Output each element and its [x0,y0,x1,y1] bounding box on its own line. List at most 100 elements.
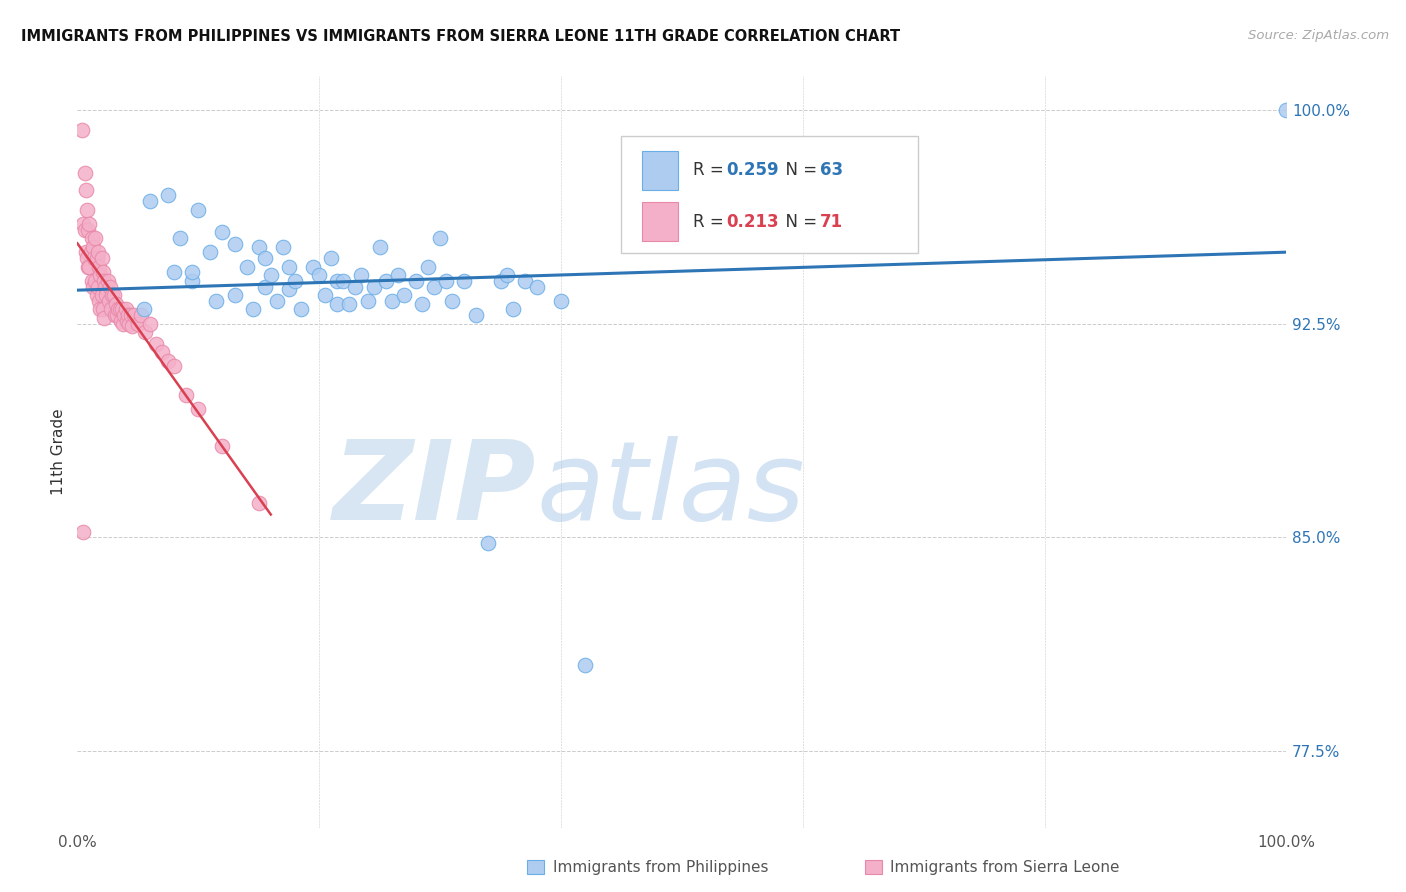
Point [101,288,124,302]
Text: R =: R = [693,212,728,230]
Point [84,231,107,245]
Point [332,274,354,288]
FancyBboxPatch shape [643,202,678,241]
Point [247,496,270,510]
Point [187,202,209,217]
Point [94,279,117,293]
Point [87,245,110,260]
Point [89,268,111,283]
Point [70,123,93,137]
Point [411,296,433,310]
Point [139,194,162,209]
Point [73,222,96,236]
Point [187,402,209,417]
Point [477,536,499,550]
Point [80,231,103,245]
Point [374,274,396,288]
Point [157,353,180,368]
Point [169,231,191,245]
Point [96,274,118,288]
Point [405,274,427,288]
Point [247,240,270,254]
Text: Immigrants from Sierra Leone: Immigrants from Sierra Leone [890,860,1119,874]
Point [876,211,898,226]
Point [284,274,307,288]
Point [108,302,131,317]
Point [489,274,512,288]
Point [852,194,875,209]
Point [76,202,98,217]
Point [266,293,288,308]
Point [90,288,112,302]
Point [278,282,301,296]
Point [339,296,360,310]
Text: Immigrants from Philippines: Immigrants from Philippines [553,860,768,874]
Point [200,245,222,260]
Point [73,166,96,180]
Point [75,245,97,260]
Point [326,274,349,288]
Text: N =: N = [775,212,823,230]
Point [104,308,127,322]
Point [134,325,156,339]
Point [97,293,120,308]
Point [80,274,103,288]
Point [87,279,110,293]
Point [122,308,145,322]
Point [114,308,136,322]
Point [91,265,114,279]
Point [103,288,125,302]
Text: atlas: atlas [537,436,806,543]
Point [205,293,228,308]
Point [513,274,536,288]
Point [127,317,149,331]
Point [344,279,367,293]
Point [326,296,349,310]
Point [118,317,141,331]
Point [392,288,415,302]
Point [181,265,204,279]
Point [131,308,153,322]
Point [120,308,142,322]
Point [381,293,404,308]
Point [163,265,186,279]
Point [107,302,129,317]
Point [90,251,112,265]
Point [132,302,155,317]
Point [387,268,409,283]
Point [253,279,276,293]
Point [105,308,128,322]
Point [110,314,132,328]
Text: R =: R = [693,161,728,179]
Point [356,293,378,308]
Point [105,296,128,310]
Point [112,317,135,331]
Text: N =: N = [775,161,823,179]
Point [82,279,104,293]
Point [308,268,330,283]
Point [350,268,373,283]
FancyBboxPatch shape [643,151,678,190]
Point [271,240,294,254]
Point [82,240,104,254]
Point [441,293,464,308]
Point [84,274,107,288]
Point [321,251,343,265]
Point [181,274,204,288]
Text: ZIP: ZIP [333,436,537,543]
Y-axis label: 11th Grade: 11th Grade [51,409,66,495]
Point [72,524,94,539]
Point [96,288,118,302]
Point [211,439,233,453]
Point [314,288,336,302]
Point [368,240,391,254]
Point [429,231,451,245]
Point [91,302,114,317]
Point [363,279,385,293]
Point [242,302,264,317]
Point [163,359,186,374]
Point [423,279,446,293]
Point [550,293,572,308]
Point [150,345,173,359]
Point [93,310,115,325]
